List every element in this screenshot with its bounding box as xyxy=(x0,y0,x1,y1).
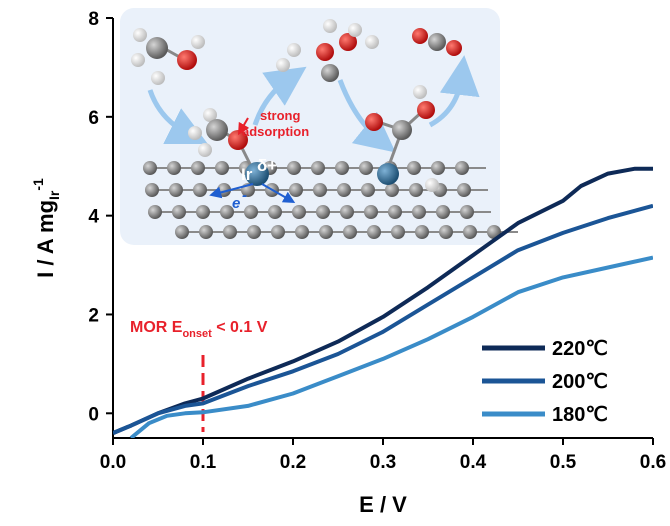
x-tick-label: 0.0 xyxy=(100,452,126,473)
cooh-adsorbate-icon xyxy=(365,85,439,192)
process-arrow-3 xyxy=(337,79,396,153)
series-line-3 xyxy=(129,255,653,438)
x-tick-label: 0.5 xyxy=(550,452,577,473)
x-tick-label: 0.2 xyxy=(280,452,306,473)
data-series xyxy=(113,166,653,438)
y-tick-label: 2 xyxy=(88,305,99,326)
adsorbed-methoxy-icon: strong adsorption xyxy=(188,108,309,169)
legend-label-2: 200℃ xyxy=(552,371,608,393)
x-axis-ticks: 0.0 0.1 0.2 0.3 0.4 0.5 0.6 xyxy=(100,438,666,473)
legend-label-1: 220℃ xyxy=(552,338,608,360)
onset-annotation: MOR Eonset < 0.1 V xyxy=(130,319,268,432)
iridium-atom-1-icon: Ir δ+ e - xyxy=(209,156,296,212)
legend-label-3: 180℃ xyxy=(552,404,608,426)
x-axis-title: E / V xyxy=(359,492,407,517)
legend: 220℃ 200℃ 180℃ xyxy=(482,338,608,426)
y-tick-label: 6 xyxy=(88,108,99,129)
iridium-atom-2-icon xyxy=(377,163,399,185)
intermediate-molecules-icon xyxy=(276,19,379,82)
x-tick-label: 0.4 xyxy=(460,452,487,473)
co2-molecule-icon xyxy=(412,28,462,56)
ir-charge-label: δ+ xyxy=(257,156,277,175)
series-line-2 xyxy=(113,203,653,435)
strong-adsorption-label-line1: strong xyxy=(260,108,301,123)
x-tick-label: 0.1 xyxy=(190,452,217,473)
y-axis-title: I / A mgIr-1 xyxy=(30,178,62,278)
electron-label: e xyxy=(232,195,240,212)
process-arrow-2 xyxy=(252,66,307,126)
x-tick-label: 0.3 xyxy=(370,452,396,473)
y-axis-ticks: 0 2 4 6 8 xyxy=(88,9,113,425)
ir-label: Ir xyxy=(241,165,253,184)
y-tick-label: 0 xyxy=(88,404,99,425)
mechanism-inset: strong adsorption xyxy=(120,8,518,245)
electron-charge-label: - xyxy=(242,187,247,204)
process-arrow-1 xyxy=(147,89,208,144)
y-tick-label: 4 xyxy=(88,207,99,228)
process-arrow-4 xyxy=(428,55,480,128)
x-tick-label: 0.6 xyxy=(640,452,666,473)
onset-label: MOR Eonset < 0.1 V xyxy=(130,319,268,340)
y-tick-label: 8 xyxy=(88,9,99,30)
methanol-molecule-icon xyxy=(131,28,205,85)
strong-adsorption-label-line2: adsorption xyxy=(242,124,309,139)
